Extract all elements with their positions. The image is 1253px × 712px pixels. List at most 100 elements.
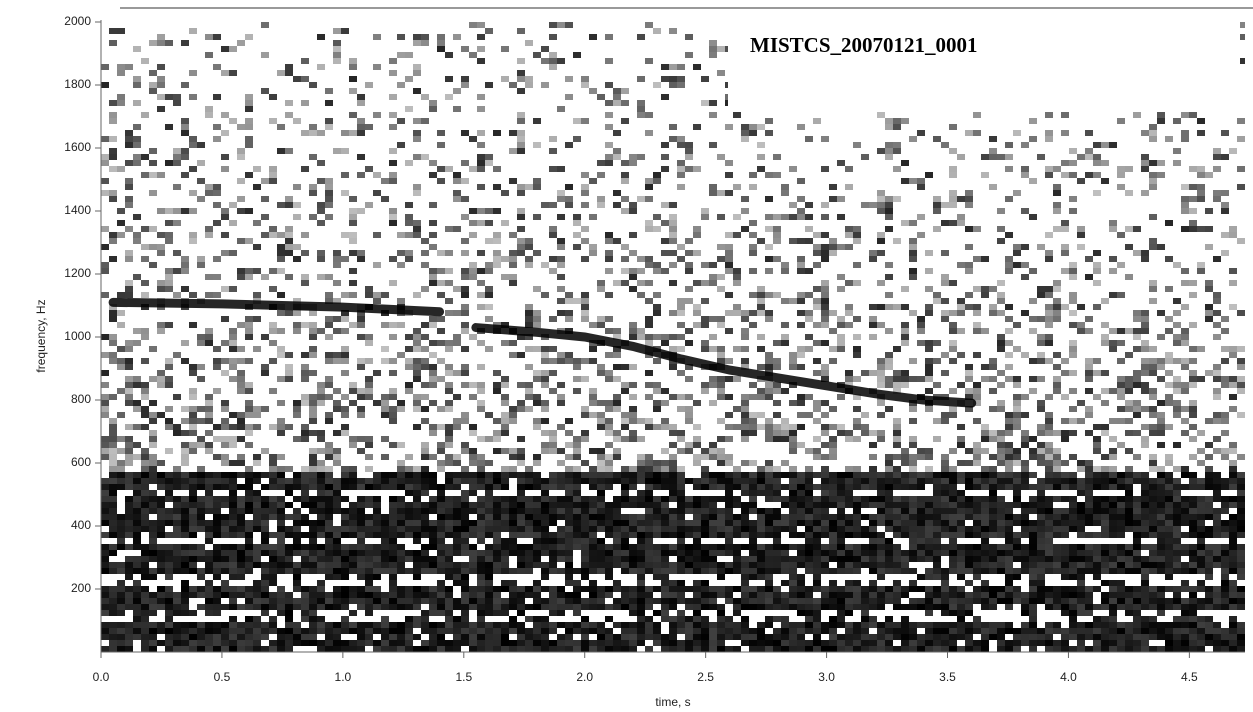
noise-cell bbox=[605, 256, 613, 262]
noise-cell bbox=[677, 538, 685, 544]
noise-cell bbox=[997, 340, 1005, 346]
noise-cell bbox=[397, 442, 405, 448]
noise-cell bbox=[309, 154, 317, 160]
noise-cell bbox=[357, 124, 365, 130]
noise-cell bbox=[669, 220, 677, 226]
noise-cell bbox=[981, 544, 989, 550]
noise-cell bbox=[613, 544, 621, 550]
noise-cell bbox=[533, 532, 541, 538]
noise-cell bbox=[757, 346, 765, 352]
noise-cell bbox=[501, 472, 509, 478]
noise-cell bbox=[749, 550, 757, 556]
noise-cell bbox=[1229, 226, 1237, 232]
noise-cell bbox=[493, 544, 501, 550]
noise-cell bbox=[1045, 286, 1053, 292]
noise-cell bbox=[1165, 316, 1173, 322]
noise-cell bbox=[1173, 322, 1181, 328]
noise-cell bbox=[269, 562, 277, 568]
noise-cell bbox=[1133, 478, 1141, 484]
noise-cell bbox=[573, 508, 581, 514]
noise-cell bbox=[645, 262, 653, 268]
noise-cell bbox=[805, 538, 813, 544]
noise-cell bbox=[709, 448, 717, 454]
noise-cell bbox=[1045, 250, 1053, 256]
noise-cell bbox=[1221, 376, 1229, 382]
noise-cell bbox=[669, 64, 677, 70]
noise-cell bbox=[613, 526, 621, 532]
noise-cell bbox=[549, 136, 557, 142]
noise-cell bbox=[877, 520, 885, 526]
noise-cell bbox=[845, 466, 853, 472]
noise-cell bbox=[421, 550, 429, 556]
noise-cell bbox=[1045, 562, 1053, 568]
noise-cell bbox=[813, 340, 821, 346]
noise-cell bbox=[357, 478, 365, 484]
noise-cell bbox=[965, 496, 973, 502]
noise-cell bbox=[557, 532, 565, 538]
noise-cell bbox=[933, 196, 941, 202]
noise-cell bbox=[837, 490, 845, 496]
noise-cell bbox=[149, 244, 157, 250]
noise-cell bbox=[845, 322, 853, 328]
noise-cell bbox=[805, 214, 813, 220]
noise-cell bbox=[749, 382, 757, 388]
noise-cell bbox=[149, 226, 157, 232]
noise-cell bbox=[853, 280, 861, 286]
noise-cell bbox=[405, 502, 413, 508]
noise-cell bbox=[565, 418, 573, 424]
noise-cell bbox=[989, 310, 997, 316]
noise-cell bbox=[293, 184, 301, 190]
noise-cell bbox=[277, 526, 285, 532]
noise-cell bbox=[205, 406, 213, 412]
noise-cell bbox=[197, 196, 205, 202]
noise-cell bbox=[277, 466, 285, 472]
noise-cell bbox=[229, 220, 237, 226]
noise-cell bbox=[829, 478, 837, 484]
noise-cell bbox=[1061, 226, 1069, 232]
noise-cell bbox=[357, 502, 365, 508]
noise-cell bbox=[581, 478, 589, 484]
noise-cell bbox=[709, 508, 717, 514]
noise-cell bbox=[549, 508, 557, 514]
noise-cell bbox=[213, 364, 221, 370]
noise-cell bbox=[325, 316, 333, 322]
noise-cell bbox=[221, 154, 229, 160]
noise-cell bbox=[941, 280, 949, 286]
noise-cell bbox=[645, 196, 653, 202]
noise-cell bbox=[557, 214, 565, 220]
noise-cell bbox=[549, 58, 557, 64]
noise-cell bbox=[429, 172, 437, 178]
noise-cell bbox=[437, 376, 445, 382]
noise-cell bbox=[437, 316, 445, 322]
noise-cell bbox=[885, 352, 893, 358]
noise-cell bbox=[1181, 364, 1189, 370]
noise-cell bbox=[1093, 142, 1101, 148]
noise-cell bbox=[181, 532, 189, 538]
noise-cell bbox=[1157, 538, 1165, 544]
noise-cell bbox=[597, 562, 605, 568]
noise-cell bbox=[797, 352, 805, 358]
noise-cell bbox=[1069, 478, 1077, 484]
noise-cell bbox=[741, 394, 749, 400]
noise-cell bbox=[1141, 514, 1149, 520]
noise-cell bbox=[909, 244, 917, 250]
noise-cell bbox=[1141, 502, 1149, 508]
noise-cell bbox=[253, 220, 261, 226]
noise-cell bbox=[453, 424, 461, 430]
noise-cell bbox=[517, 334, 525, 340]
noise-cell bbox=[365, 166, 373, 172]
noise-cell bbox=[765, 388, 773, 394]
noise-cell bbox=[981, 466, 989, 472]
noise-cell bbox=[797, 310, 805, 316]
noise-cell bbox=[1005, 364, 1013, 370]
noise-cell bbox=[725, 262, 733, 268]
noise-cell bbox=[765, 364, 773, 370]
noise-cell bbox=[909, 136, 917, 142]
noise-cell bbox=[1085, 412, 1093, 418]
noise-cell bbox=[741, 358, 749, 364]
noise-cell bbox=[101, 514, 109, 520]
noise-cell bbox=[853, 496, 861, 502]
noise-cell bbox=[1117, 388, 1125, 394]
noise-cell bbox=[581, 520, 589, 526]
noise-cell bbox=[1037, 340, 1045, 346]
